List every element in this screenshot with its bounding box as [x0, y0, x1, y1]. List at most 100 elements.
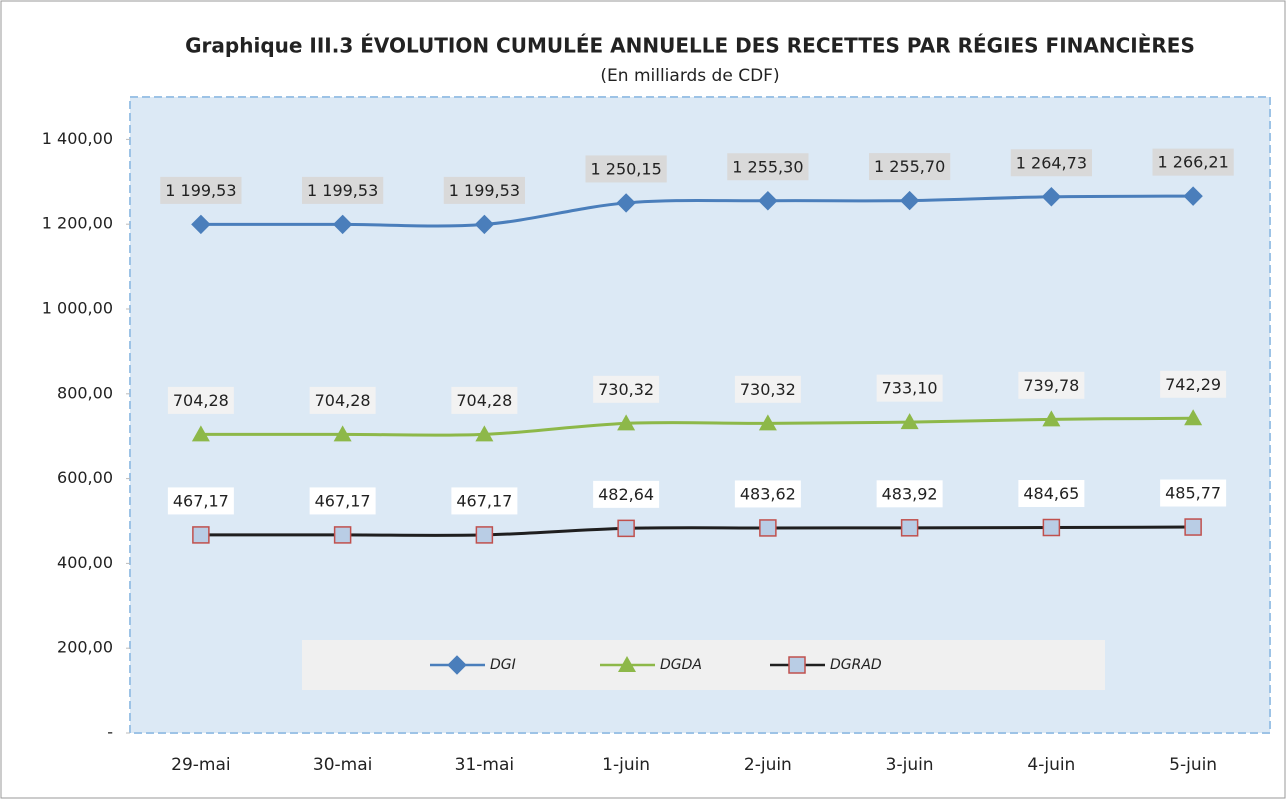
marker	[616, 193, 636, 213]
marker	[333, 526, 352, 544]
marker	[759, 519, 777, 537]
data-label: 742,29	[1165, 375, 1221, 394]
x-tick-label: 30-mai	[313, 755, 372, 775]
plot-area	[129, 96, 1271, 734]
series-line	[200, 194, 1194, 228]
y-tick-label: 200,00	[57, 638, 113, 657]
data-label: 1 199,53	[307, 181, 378, 200]
legend-label: DGRAD	[830, 657, 882, 673]
data-label: 1 250,15	[591, 159, 662, 178]
y-tick-label: 1 400,00	[42, 129, 113, 148]
data-label: 1 264,73	[1016, 153, 1087, 172]
y-tick-label: 1 000,00	[42, 299, 113, 318]
data-label-bg	[1018, 480, 1085, 508]
marker	[332, 214, 353, 235]
y-tick-label: 1 200,00	[42, 214, 113, 233]
x-tick-label: 31-mai	[455, 755, 514, 775]
y-tick-label: 600,00	[57, 468, 113, 487]
data-label-bg	[160, 176, 242, 204]
legend-marker	[618, 656, 636, 672]
data-label: 1 255,30	[732, 157, 803, 176]
data-label-bg	[1152, 148, 1234, 176]
data-label: 704,28	[456, 391, 512, 410]
marker	[475, 526, 494, 544]
x-tick-label: 4-juin	[1027, 755, 1075, 775]
data-label: 1 199,53	[165, 181, 236, 200]
data-label: 467,17	[173, 491, 229, 510]
data-label-bg	[876, 480, 943, 508]
data-label: 483,62	[740, 484, 796, 503]
data-label: 1 255,70	[874, 157, 945, 176]
data-label-bg	[309, 487, 376, 515]
data-label: 485,77	[1165, 484, 1221, 503]
data-label-bg	[876, 374, 943, 402]
data-label: 467,17	[456, 491, 512, 510]
data-label-bg	[585, 155, 667, 183]
series-line	[200, 525, 1194, 537]
y-tick-label: 400,00	[57, 553, 113, 572]
chart-subtitle: (En milliards de CDF)	[600, 66, 779, 86]
data-label-bg	[593, 375, 660, 403]
marker	[900, 519, 919, 537]
data-label: 730,32	[740, 380, 796, 399]
marker	[192, 526, 210, 544]
data-label: 730,32	[598, 380, 654, 399]
marker	[1184, 518, 1202, 536]
data-label-bg	[302, 176, 384, 204]
marker	[475, 425, 494, 442]
y-tick-label: 800,00	[57, 383, 113, 402]
legend-marker	[447, 655, 467, 675]
data-label: 704,28	[315, 391, 371, 410]
data-label-bg	[1018, 371, 1085, 399]
marker	[758, 191, 778, 211]
marker	[617, 519, 635, 538]
legend-box	[302, 640, 1105, 690]
marker	[617, 414, 636, 431]
data-label: 482,64	[598, 485, 654, 504]
data-label-bg	[443, 176, 525, 204]
data-label-bg	[727, 153, 809, 181]
marker	[899, 190, 920, 211]
data-label-bg	[451, 487, 518, 515]
x-tick-label: 5-juin	[1169, 755, 1217, 775]
data-label: 484,65	[1023, 484, 1079, 503]
data-label-bg	[869, 153, 951, 181]
data-label-bg	[1160, 479, 1227, 507]
data-label: 733,10	[882, 379, 938, 398]
chart-title: Graphique III.3 ÉVOLUTION CUMULÉE ANNUEL…	[185, 34, 1195, 58]
data-label-bg	[167, 386, 234, 414]
legend-label: DGI	[490, 657, 516, 673]
marker	[333, 425, 352, 442]
data-label-bg	[167, 487, 234, 515]
marker	[1184, 409, 1203, 426]
marker	[1042, 518, 1061, 537]
marker	[474, 214, 495, 235]
data-label: 704,28	[173, 391, 229, 410]
marker	[1042, 410, 1061, 427]
data-label-bg	[1160, 370, 1227, 398]
data-label-bg	[1010, 149, 1092, 177]
y-tick-label: -	[107, 723, 113, 742]
marker	[191, 425, 210, 442]
marker	[1041, 187, 1062, 207]
legend-label: DGDA	[660, 657, 702, 673]
marker	[1183, 186, 1203, 206]
data-label-bg	[593, 480, 660, 508]
series-line	[200, 416, 1194, 437]
data-label-bg	[734, 480, 801, 508]
data-label-bg	[309, 386, 376, 414]
x-tick-label: 1-juin	[602, 755, 650, 775]
data-label-bg	[734, 375, 801, 403]
data-label: 1 266,21	[1158, 153, 1229, 172]
data-label: 483,92	[882, 484, 938, 503]
marker	[900, 413, 919, 430]
x-tick-label: 2-juin	[744, 755, 792, 775]
data-label-bg	[451, 386, 518, 414]
marker	[758, 414, 777, 431]
x-tick-label: 29-mai	[171, 755, 230, 775]
x-tick-label: 3-juin	[886, 755, 934, 775]
marker	[191, 214, 211, 235]
data-label: 467,17	[315, 491, 371, 510]
data-label: 1 199,53	[449, 181, 520, 200]
